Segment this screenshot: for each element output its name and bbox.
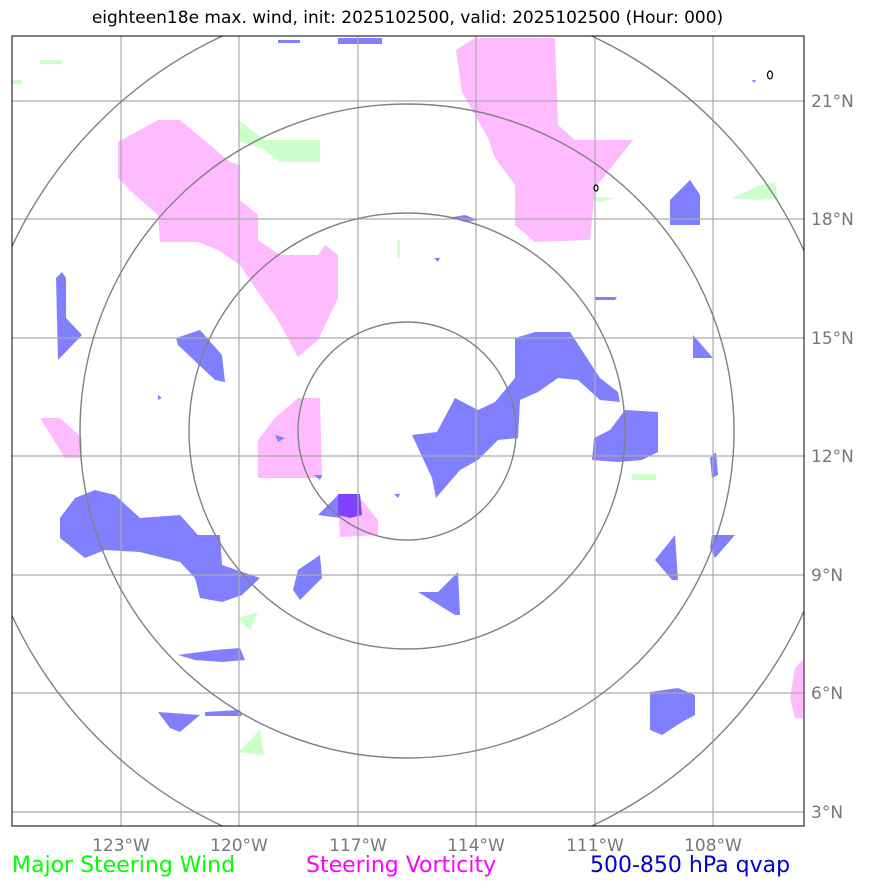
lon-tick-label: 117°W xyxy=(329,836,387,856)
map-title: eighteen18e max. wind, init: 2025102500,… xyxy=(91,8,724,28)
lon-tick-label: 123°W xyxy=(92,836,150,856)
lon-tick-label: 108°W xyxy=(684,836,742,856)
range-rings xyxy=(12,36,804,826)
lat-tick-label: 3°N xyxy=(811,803,843,823)
steering-wind-areas xyxy=(12,60,778,755)
lon-tick-labels: 123°W 120°W 117°W 114°W 111°W 108°W xyxy=(92,836,742,856)
steering-vorticity-areas xyxy=(40,38,803,718)
lon-tick-label: 114°W xyxy=(447,836,505,856)
map-frame xyxy=(11,35,805,827)
lon-tick-label: 120°W xyxy=(210,836,268,856)
legend-qvap: 500-850 hPa qvap xyxy=(590,853,791,878)
lat-tick-label: 9°N xyxy=(811,566,843,586)
lon-tick-label: 111°W xyxy=(566,836,624,856)
lat-tick-label: 21°N xyxy=(811,92,854,112)
lat-tick-label: 18°N xyxy=(811,210,854,230)
lat-tick-label: 15°N xyxy=(811,329,854,349)
wind-contours xyxy=(593,70,774,192)
legend-steering-wind: Major Steering Wind xyxy=(12,853,236,878)
overlap-area xyxy=(338,494,362,518)
lat-tick-labels: 21°N 18°N 15°N 12°N 9°N 6°N 3°N xyxy=(811,92,854,823)
lat-tick-label: 12°N xyxy=(811,447,854,467)
graticule xyxy=(12,36,804,826)
lat-tick-label: 6°N xyxy=(811,684,843,704)
legend-steering-vorticity: Steering Vorticity xyxy=(306,853,497,878)
